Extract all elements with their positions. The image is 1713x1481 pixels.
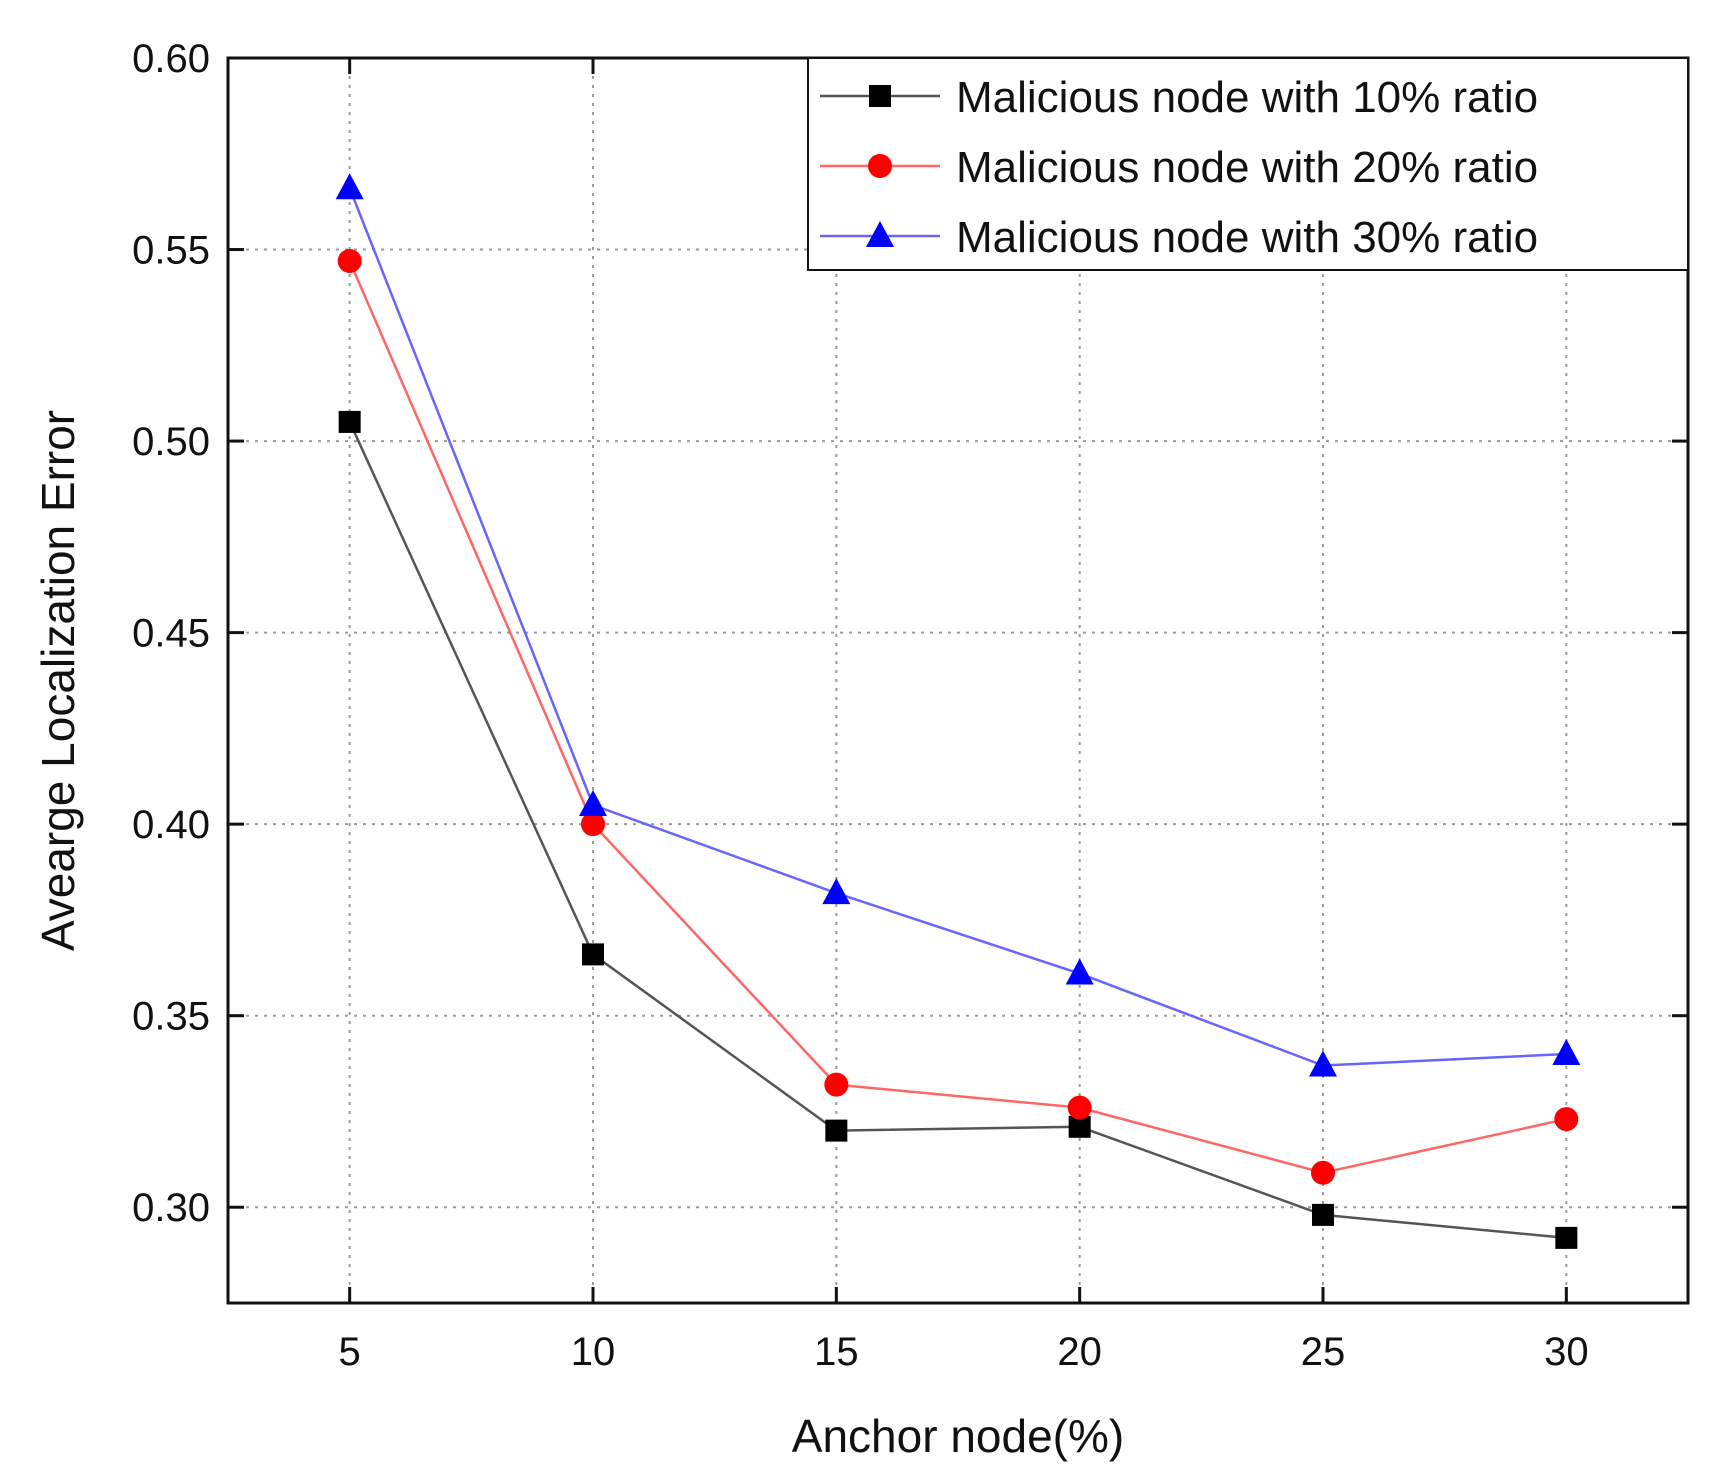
y-tick-label: 0.45 (132, 612, 210, 656)
data-point (1067, 1095, 1092, 1120)
legend-marker (869, 85, 891, 107)
y-tick-label: 0.55 (132, 229, 210, 273)
axis-ticks: 5 10 15 20 25 30 0.30 0.35 0.40 0.45 0.50 0.55 0.60 (132, 37, 1688, 1374)
legend-box (807, 57, 1689, 271)
data-point (1309, 1050, 1337, 1077)
series-1 (338, 410, 1578, 1249)
data-point (825, 1119, 848, 1142)
data-point (582, 943, 604, 966)
series-group (335, 173, 1581, 1249)
data-point (1312, 1203, 1334, 1226)
legend: Malicious node with 10% ratio Malicious n… (807, 57, 1689, 271)
data-point (579, 790, 607, 816)
x-tick-label: 5 (339, 1330, 361, 1374)
series-line (348, 260, 1567, 1175)
x-tick-label: 30 (1544, 1330, 1589, 1374)
data-point (1068, 1115, 1091, 1138)
data-point (338, 410, 361, 433)
y-tick-label: 0.60 (132, 37, 210, 81)
legend-marker (868, 154, 892, 178)
data-point (1311, 1160, 1335, 1185)
data-point (1552, 1039, 1581, 1065)
series-line (348, 421, 1567, 1240)
series-2 (337, 249, 1579, 1185)
y-tick-label: 0.40 (132, 803, 210, 847)
series-line (348, 187, 1567, 1067)
legend-label: Malicious node with 20% ratio (956, 143, 1538, 192)
data-point (1065, 958, 1094, 985)
data-point (581, 812, 605, 837)
legend-label: Malicious node with 10% ratio (956, 73, 1538, 122)
x-tick-label: 25 (1301, 1330, 1346, 1374)
x-axis-title: Anchor node(%) (792, 1410, 1124, 1462)
y-axis-title: Avearge Localization Error (32, 410, 84, 951)
x-tick-label: 20 (1057, 1330, 1102, 1374)
legend-label: Malicious node with 30% ratio (956, 213, 1538, 262)
y-tick-label: 0.35 (132, 995, 210, 1039)
y-tick-label: 0.30 (132, 1186, 210, 1230)
data-point (824, 1072, 849, 1097)
data-point (1554, 1107, 1579, 1132)
legend-marker (866, 221, 894, 247)
data-point (337, 249, 362, 274)
data-point (1555, 1226, 1578, 1249)
data-point (335, 173, 364, 200)
x-tick-label: 10 (571, 1330, 616, 1374)
y-tick-label: 0.50 (132, 420, 210, 464)
series-3 (335, 173, 1581, 1077)
x-tick-label: 15 (814, 1330, 859, 1374)
data-point (822, 878, 851, 905)
